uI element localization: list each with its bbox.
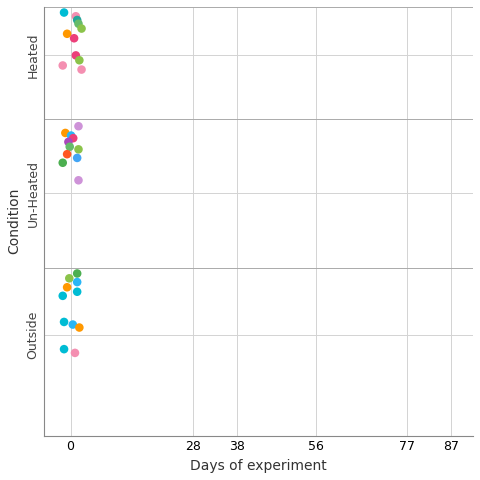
Point <box>72 51 80 59</box>
Point <box>59 61 67 69</box>
Point <box>78 25 85 33</box>
Point <box>66 143 73 151</box>
X-axis label: Days of experiment: Days of experiment <box>191 459 327 473</box>
Point <box>60 318 68 326</box>
Point <box>73 16 81 24</box>
Point <box>59 292 67 300</box>
Point <box>73 288 81 296</box>
Point <box>75 122 83 130</box>
Point <box>73 154 81 162</box>
Point <box>75 145 83 153</box>
Point <box>75 324 83 331</box>
Point <box>72 12 80 20</box>
Y-axis label: Condition: Condition <box>7 188 21 254</box>
Point <box>75 177 83 184</box>
Point <box>65 275 73 282</box>
Point <box>61 129 69 137</box>
Point <box>70 35 78 42</box>
Point <box>73 278 81 286</box>
Point <box>60 9 68 16</box>
Point <box>75 57 83 64</box>
Point <box>78 66 85 73</box>
Point <box>67 132 75 139</box>
Point <box>63 283 71 291</box>
Point <box>75 20 83 27</box>
Point <box>59 159 67 167</box>
Point <box>65 138 72 146</box>
Point <box>70 134 77 142</box>
Point <box>71 349 79 357</box>
Point <box>63 150 71 158</box>
Point <box>73 270 81 277</box>
Point <box>63 30 71 37</box>
Point <box>69 321 77 328</box>
Point <box>60 345 68 353</box>
